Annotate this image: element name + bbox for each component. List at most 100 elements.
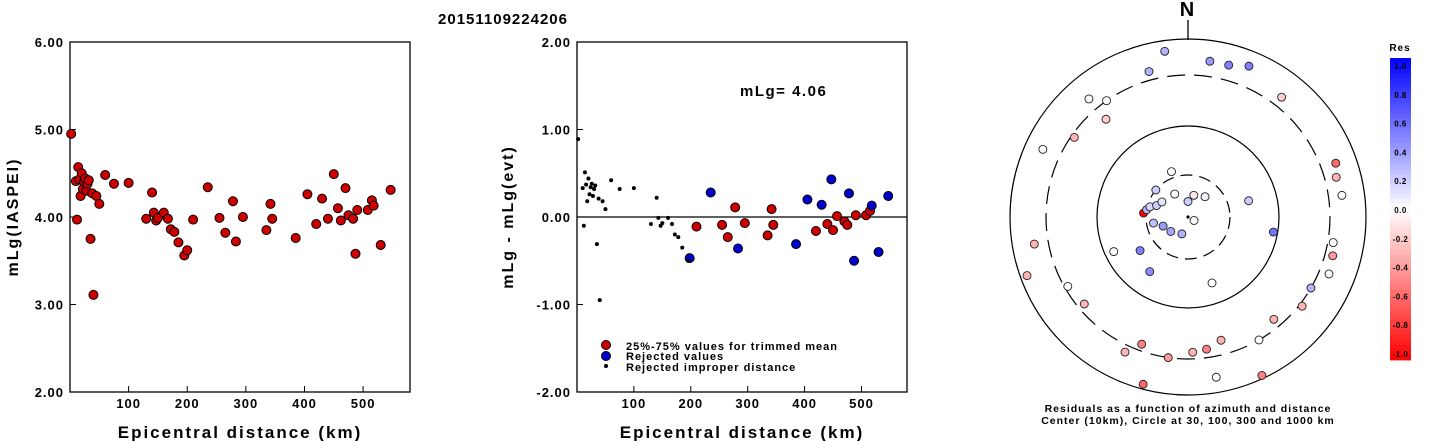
ring-outer bbox=[1009, 38, 1367, 396]
polar-station-point bbox=[1166, 226, 1176, 236]
colorbar-cell bbox=[1390, 203, 1411, 210]
mlg-annotation: mLg= 4.06 bbox=[740, 83, 827, 100]
improper-distance-point bbox=[685, 258, 690, 263]
polar-caption-line2: Center (10km), Circle at 30, 100, 300 an… bbox=[1041, 415, 1335, 427]
polar-station-point bbox=[1211, 372, 1221, 382]
polar-station-point bbox=[1022, 271, 1032, 281]
trimmed-mean-point bbox=[828, 225, 839, 236]
colorbar-cell bbox=[1390, 148, 1411, 155]
improper-distance-point bbox=[666, 215, 671, 220]
left-y-tick-label: 5.00 bbox=[35, 123, 64, 138]
colorbar-cell bbox=[1390, 108, 1411, 114]
colorbar-cell bbox=[1390, 259, 1411, 265]
colorbar-cell bbox=[1390, 329, 1411, 336]
colorbar-cell bbox=[1390, 254, 1411, 260]
left-plot: Epicentral distance (km) mLg(IASPEI) 100… bbox=[5, 35, 411, 441]
colorbar-cell bbox=[1390, 153, 1411, 160]
polar-station-point bbox=[1331, 158, 1341, 168]
legend-label-improper: Rejected improper distance bbox=[626, 362, 796, 374]
residual-plot: Epicentral distance (km) mLg - mLg(evt) … bbox=[500, 35, 908, 441]
colorbar-label: 0.2 bbox=[1394, 177, 1407, 186]
colorbar-cell bbox=[1390, 224, 1411, 230]
polar-station-point bbox=[1277, 92, 1287, 102]
colorbar-cell bbox=[1390, 269, 1411, 275]
polar-plot: N Residuals as a function of azimuth and… bbox=[1009, 0, 1367, 427]
trimmed-mean-point bbox=[822, 219, 833, 229]
left-y-axis-label: mLg(IASPEI) bbox=[5, 158, 22, 277]
polar-station-point bbox=[1183, 197, 1193, 206]
left-y-tick-label: 3.00 bbox=[35, 298, 64, 313]
legend-label-rejected: Rejected values bbox=[626, 351, 724, 363]
left-y-tick-label: 4.00 bbox=[35, 210, 64, 225]
left-y-tick-label: 2.00 bbox=[35, 385, 64, 400]
trimmed-mean-point bbox=[762, 230, 773, 241]
left-data-point bbox=[100, 170, 111, 180]
polar-station-point bbox=[1269, 314, 1279, 324]
left-data-point bbox=[220, 227, 231, 238]
left-data-point bbox=[237, 212, 248, 222]
improper-distance-point bbox=[584, 182, 589, 187]
left-data-point bbox=[123, 177, 134, 188]
colorbar-cell bbox=[1390, 349, 1411, 356]
polar-station-point bbox=[1216, 335, 1226, 345]
colorbar-cell bbox=[1390, 173, 1411, 180]
colorbar-cell bbox=[1390, 209, 1411, 215]
colorbar-cell bbox=[1390, 344, 1411, 351]
trimmed-mean-point bbox=[722, 232, 733, 243]
improper-distance-point bbox=[597, 298, 602, 303]
improper-distance-point bbox=[593, 183, 598, 188]
polar-station-point bbox=[1160, 46, 1170, 56]
colorbar-cell bbox=[1390, 188, 1411, 195]
rejected-point bbox=[826, 174, 837, 185]
colorbar-cell bbox=[1390, 294, 1411, 300]
colorbar-cell bbox=[1390, 143, 1411, 149]
colorbar-cell bbox=[1390, 239, 1411, 245]
improper-distance-point bbox=[589, 181, 594, 186]
colorbar-label: -0.6 bbox=[1393, 292, 1409, 301]
colorbar-cell bbox=[1390, 133, 1411, 139]
colorbar-cell bbox=[1390, 78, 1411, 84]
polar-station-point bbox=[1189, 216, 1199, 225]
polar-station-point bbox=[1254, 335, 1264, 345]
improper-distance-point bbox=[592, 187, 597, 191]
legend-marker-rejected bbox=[601, 351, 611, 361]
mid-x-axis-label: Epicentral distance (km) bbox=[620, 423, 865, 441]
left-data-point bbox=[162, 213, 173, 224]
mid-y-ticks: 2.00 1.00 0.00 -1.00 -2.00 bbox=[536, 35, 583, 400]
polar-station-point bbox=[1328, 238, 1338, 248]
colorbar-cell bbox=[1390, 58, 1411, 64]
polar-station-point bbox=[1137, 339, 1147, 349]
left-x-tick-label: 300 bbox=[234, 396, 259, 411]
mid-x-tick-label: 100 bbox=[622, 396, 647, 411]
ring-100km bbox=[1096, 125, 1280, 309]
colorbar-cell bbox=[1390, 304, 1411, 311]
improper-distance-point bbox=[580, 186, 585, 191]
polar-station-point bbox=[1244, 61, 1254, 71]
north-label: N bbox=[1180, 0, 1196, 21]
polar-station-point bbox=[1158, 221, 1168, 231]
improper-distance-point bbox=[654, 195, 659, 200]
polar-station-point bbox=[1177, 229, 1187, 239]
left-data-point bbox=[340, 183, 351, 194]
left-x-tick-label: 200 bbox=[175, 396, 200, 411]
rejected-point bbox=[816, 199, 827, 210]
colorbar-cell bbox=[1390, 103, 1411, 109]
mid-x-tick-label: 200 bbox=[678, 396, 703, 411]
polar-station-point bbox=[1120, 347, 1130, 357]
colorbar-cell bbox=[1390, 284, 1411, 290]
improper-distance-point bbox=[594, 242, 599, 247]
colorbar-cell bbox=[1390, 289, 1411, 295]
colorbar-label: -1.0 bbox=[1393, 350, 1409, 359]
left-data-point bbox=[88, 289, 99, 300]
mid-y-tick-label: 2.00 bbox=[542, 35, 571, 50]
colorbar-cell bbox=[1390, 264, 1411, 270]
colorbar-label: 0.4 bbox=[1394, 148, 1407, 157]
rejected-point bbox=[883, 191, 894, 201]
improper-distance-point bbox=[670, 222, 675, 226]
colorbar-cell bbox=[1390, 339, 1411, 346]
mid-y-tick-label: -1.00 bbox=[536, 298, 571, 313]
improper-distance-point bbox=[596, 196, 601, 201]
colorbar-gradient bbox=[1390, 58, 1411, 361]
left-x-tick-label: 500 bbox=[351, 396, 376, 411]
trimmed-mean-point bbox=[739, 218, 750, 229]
